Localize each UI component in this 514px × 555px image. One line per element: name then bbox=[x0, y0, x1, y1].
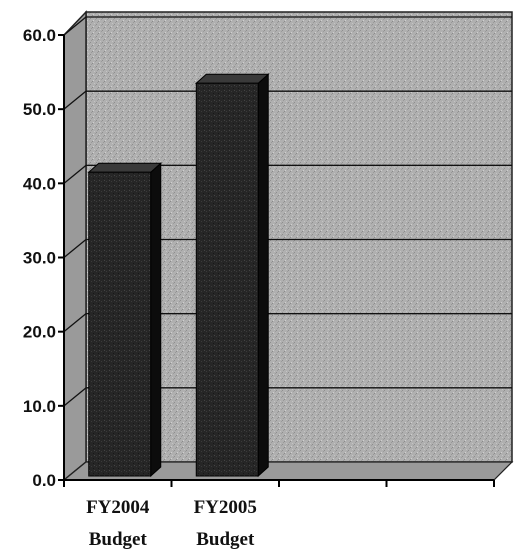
gridline-side bbox=[63, 387, 87, 407]
bar-front bbox=[88, 171, 152, 477]
bar-side bbox=[150, 162, 162, 478]
bars bbox=[87, 73, 270, 478]
y-tick-label: 30.0 bbox=[23, 249, 56, 268]
x-tick-label: FY2004 bbox=[86, 497, 150, 518]
bar-side bbox=[257, 73, 269, 478]
x-axis: FY2004 Budget FY2005 Budget bbox=[63, 479, 495, 550]
y-tick-label: 10.0 bbox=[23, 397, 56, 416]
gridline-side bbox=[63, 90, 87, 110]
bar-front bbox=[195, 82, 259, 477]
gridline-side bbox=[63, 313, 87, 333]
y-axis: 0.0 10.0 20.0 30.0 40.0 50.0 60.0 bbox=[23, 26, 65, 490]
y-tick-label: 40.0 bbox=[23, 174, 56, 193]
y-tick-label: 50.0 bbox=[23, 100, 56, 119]
y-tick-label: 0.0 bbox=[32, 471, 56, 490]
gridline-side bbox=[63, 238, 87, 259]
side-wall bbox=[63, 10, 87, 482]
bar-top bbox=[194, 73, 270, 84]
bar bbox=[87, 162, 163, 478]
bar-top bbox=[87, 162, 163, 173]
bar bbox=[194, 73, 270, 478]
x-tick-label: FY2005 bbox=[194, 497, 257, 518]
gridline-side bbox=[63, 16, 87, 36]
y-tick-label: 60.0 bbox=[23, 26, 56, 45]
x-tick-label: Budget bbox=[196, 529, 255, 550]
y-tick-label: 20.0 bbox=[23, 323, 56, 342]
x-tick-label: Budget bbox=[89, 529, 148, 550]
gridline-side bbox=[63, 164, 87, 184]
